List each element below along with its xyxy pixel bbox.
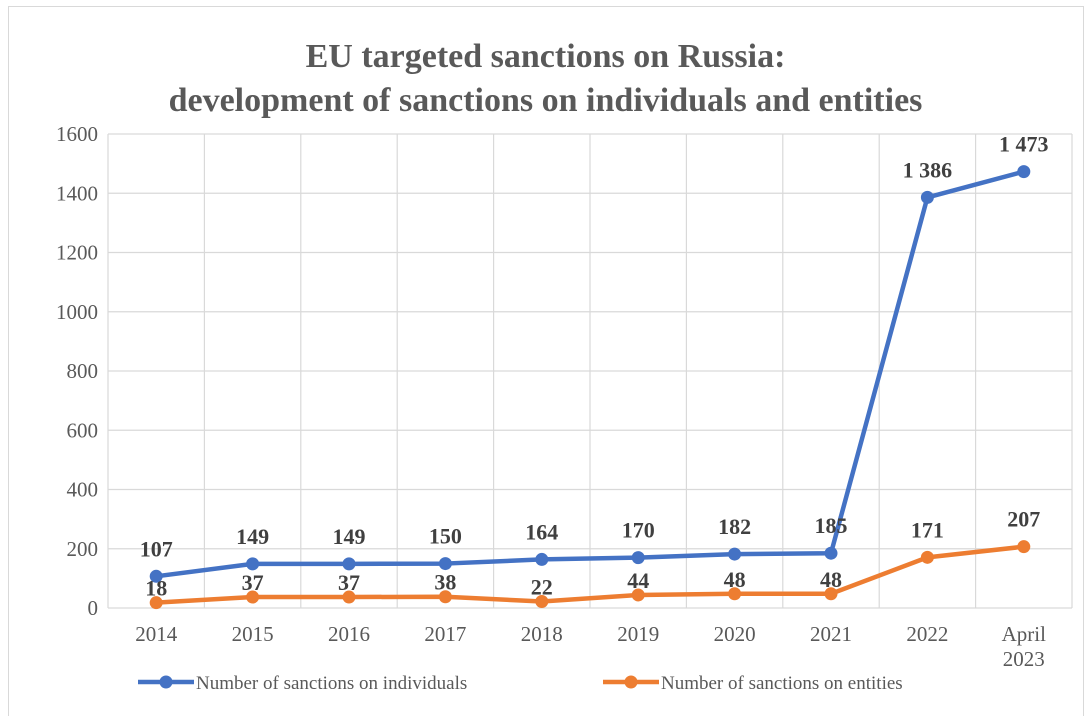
y-tick-label: 1000 [56, 300, 98, 324]
data-label: 48 [820, 567, 842, 592]
legend-marker [624, 675, 638, 689]
y-tick-label: 400 [67, 478, 99, 502]
data-point [1017, 540, 1031, 554]
data-point [535, 594, 549, 608]
y-tick-label: 1200 [56, 241, 98, 265]
y-tick-label: 0 [88, 596, 99, 620]
data-point [149, 569, 163, 583]
data-point [246, 590, 260, 604]
series-lines [149, 165, 1031, 610]
y-tick-label: 800 [67, 359, 99, 383]
data-label: 207 [1007, 507, 1040, 532]
x-tick-label: April 2023 [1002, 622, 1046, 671]
y-tick-label: 1600 [56, 122, 98, 146]
data-point [438, 590, 452, 604]
x-tick-label: 2015 [232, 622, 274, 646]
y-tick-label: 1400 [56, 181, 98, 205]
data-point [920, 550, 934, 564]
legend: Number of sanctions on individuals Number… [138, 673, 903, 694]
data-label: 18 [145, 576, 167, 601]
data-point [824, 546, 838, 560]
x-tick-label: 2020 [714, 622, 756, 646]
data-point [342, 557, 356, 571]
data-label: 1 386 [903, 157, 953, 182]
data-label: 37 [242, 570, 264, 595]
data-label: 44 [627, 568, 649, 593]
data-point [535, 552, 549, 566]
data-label: 149 [333, 524, 366, 549]
data-label: 38 [434, 570, 456, 595]
data-label: 182 [718, 514, 751, 539]
data-point [246, 557, 260, 571]
data-point [342, 590, 356, 604]
data-point [631, 551, 645, 565]
data-point [631, 588, 645, 602]
data-label: 1 473 [999, 132, 1049, 157]
data-label: 150 [429, 524, 462, 549]
legend-marker [159, 675, 173, 689]
legend-individuals: Number of sanctions on individuals [196, 673, 467, 694]
data-label: 164 [525, 519, 558, 544]
y-tick-label: 600 [67, 418, 99, 442]
data-point [149, 596, 163, 610]
x-tick-label: 2018 [521, 622, 563, 646]
data-label: 171 [911, 517, 944, 542]
chart-title: EU targeted sanctions on Russia: [305, 38, 786, 75]
x-tick-label: 2019 [617, 622, 659, 646]
data-label: 107 [140, 536, 173, 561]
data-label: 48 [724, 567, 746, 592]
x-tick-label: 2017 [424, 622, 466, 646]
data-point [920, 190, 934, 204]
legend-entities: Number of sanctions on entities [661, 673, 903, 694]
x-tick-label: 2016 [328, 622, 370, 646]
data-label: 170 [622, 518, 655, 543]
x-tick-label: 2022 [906, 622, 948, 646]
data-label: 149 [236, 524, 269, 549]
series-line [153, 169, 1027, 579]
data-label: 22 [531, 574, 553, 599]
data-point [728, 587, 742, 601]
chart-frame [8, 6, 1084, 716]
y-tick-label: 200 [67, 537, 99, 561]
data-point [1017, 165, 1031, 179]
chart-subtitle: development of sanctions on individuals … [168, 82, 923, 119]
data-labels: 107 149 149 150 164 170 182 185 1 386 1 473 18 37 37… [140, 132, 1049, 601]
data-point [728, 547, 742, 561]
data-label: 37 [338, 570, 360, 595]
data-label: 185 [815, 513, 848, 538]
data-point [438, 557, 452, 571]
axes: 0 200 400 600 800 1000 1200 1400 1600 2014 2015 201… [56, 122, 1046, 671]
x-tick-label: 2014 [135, 622, 178, 646]
data-point [824, 587, 838, 601]
series-line [153, 544, 1027, 605]
x-tick-label: 2021 [810, 622, 852, 646]
